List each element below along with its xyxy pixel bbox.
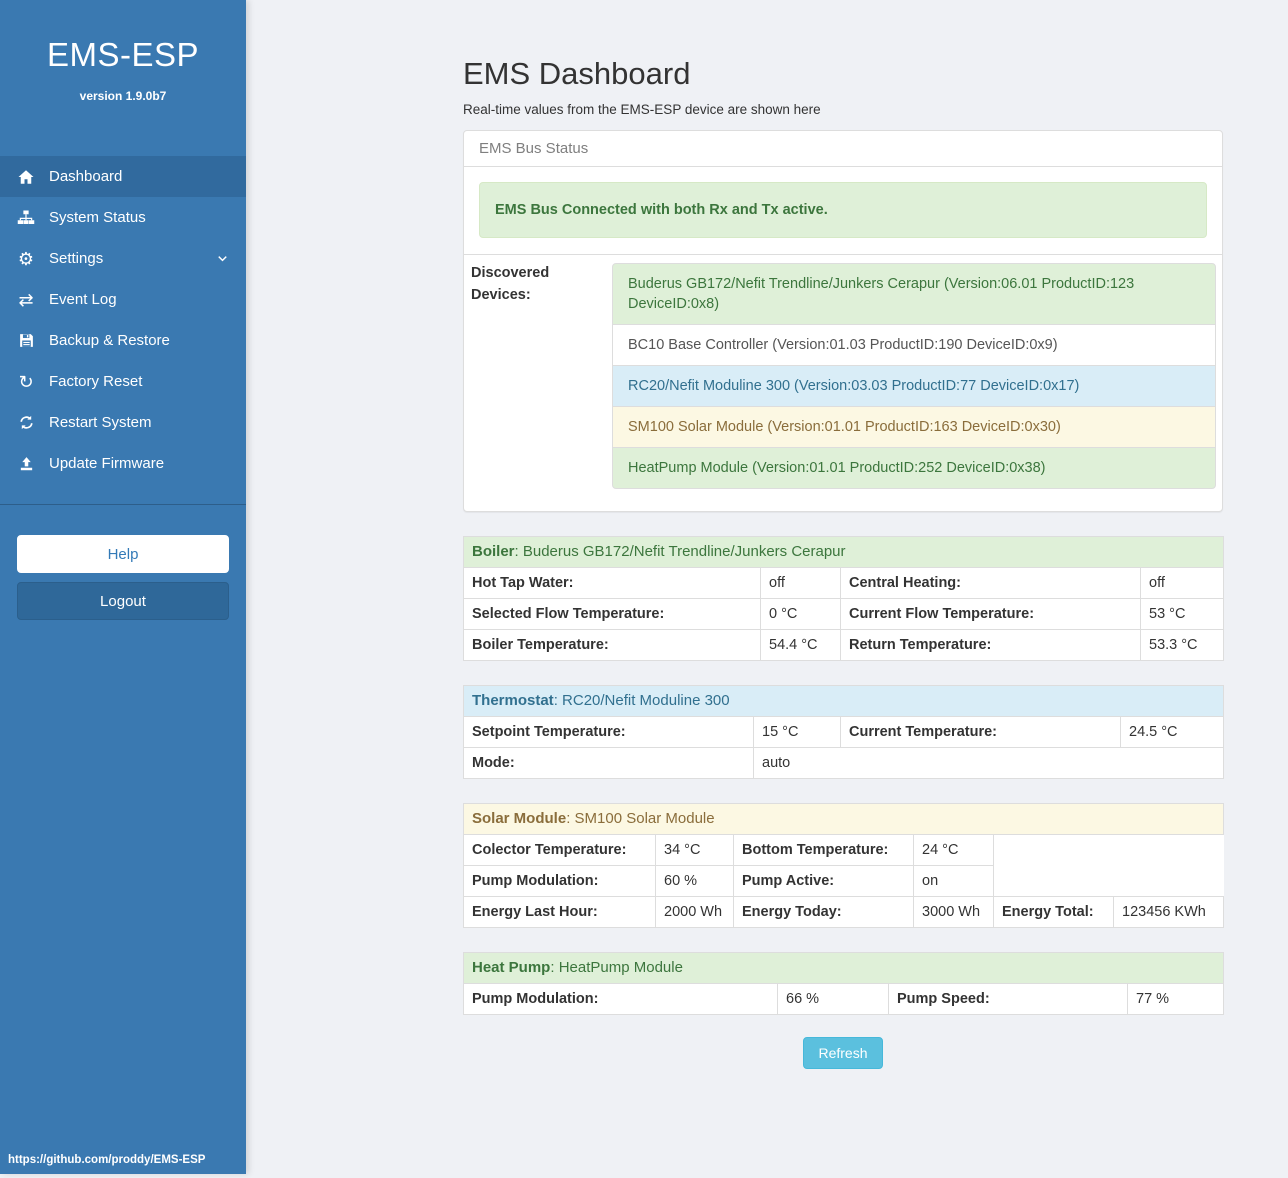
floppy-icon [13, 332, 39, 349]
field-label: Energy Total: [993, 896, 1114, 928]
exchange-icon: ⇄ [18, 289, 34, 310]
field-label: Pump Speed: [888, 983, 1128, 1015]
sidebar-item-label: Event Log [49, 291, 117, 308]
device-list: Buderus GB172/Nefit Trendline/Junkers Ce… [612, 263, 1216, 489]
field-value: 54.4 °C [760, 629, 841, 661]
field-label: Bottom Temperature: [733, 834, 914, 866]
field-value: off [760, 567, 841, 599]
bus-connected-alert: EMS Bus Connected with both Rx and Tx ac… [479, 182, 1207, 238]
sitemap-icon [13, 209, 39, 227]
app-version: version 1.9.0b7 [79, 89, 167, 103]
field-label: Setpoint Temperature: [463, 716, 754, 748]
chevron-down-icon [215, 251, 230, 270]
field-value: 3000 Wh [913, 896, 994, 928]
field-value: 2000 Wh [655, 896, 734, 928]
solar-module-table: Solar Module: SM100 Solar Module Colecto… [462, 803, 1225, 928]
boiler-table: Boiler: Buderus GB172/Nefit Trendline/Ju… [462, 536, 1225, 661]
field-value: 123456 KWh [1112, 896, 1225, 928]
field-value: auto [753, 747, 1224, 779]
field-label: Energy Last Hour: [463, 896, 656, 928]
sidebar: EMS-ESP version 1.9.0b7 Dashboard System… [0, 0, 246, 1174]
logout-button[interactable]: Logout [17, 582, 229, 620]
field-label: Energy Today: [733, 896, 914, 928]
boiler-header: Boiler: Buderus GB172/Nefit Trendline/Ju… [462, 536, 1225, 568]
ems-bus-status-panel: EMS Bus Status EMS Bus Connected with bo… [463, 130, 1223, 512]
sidebar-item-label: Backup & Restore [49, 332, 170, 349]
solar-header: Solar Module: SM100 Solar Module [462, 803, 1225, 835]
field-label: Pump Modulation: [463, 865, 656, 897]
heat-pump-table: Heat Pump: HeatPump Module Pump Modulati… [463, 952, 1224, 1015]
gear-icon: ⚙ [17, 248, 35, 269]
heat-pump-header: Heat Pump: HeatPump Module [463, 952, 1224, 984]
field-value: 77 % [1127, 983, 1224, 1015]
sidebar-item-system-status[interactable]: System Status [0, 197, 246, 238]
field-value: 66 % [777, 983, 889, 1015]
home-icon [13, 168, 39, 186]
field-value: on [913, 865, 994, 897]
sidebar-item-update-firmware[interactable]: Update Firmware [0, 443, 246, 484]
sidebar-item-backup-restore[interactable]: Backup & Restore [0, 320, 246, 361]
sidebar-item-label: System Status [49, 209, 146, 226]
thermostat-header: Thermostat: RC20/Nefit Moduline 300 [463, 685, 1224, 717]
sidebar-item-event-log[interactable]: ⇄ Event Log [0, 279, 246, 320]
github-url: https://github.com/proddy/EMS-ESP [8, 1154, 206, 1166]
sidebar-divider [0, 504, 246, 505]
device-list-item: HeatPump Module (Version:01.01 ProductID… [612, 447, 1216, 489]
page-subtitle: Real-time values from the EMS-ESP device… [463, 102, 821, 117]
sidebar-item-dashboard[interactable]: Dashboard [0, 156, 246, 197]
field-value: 34 °C [655, 834, 734, 866]
field-label: Return Temperature: [840, 629, 1141, 661]
field-value: off [1139, 567, 1225, 599]
field-value: 53.3 °C [1139, 629, 1225, 661]
discovered-devices-table: Discovered Devices: Buderus GB172/Nefit … [464, 254, 1222, 511]
field-value: 24 °C [913, 834, 994, 866]
sidebar-item-label: Factory Reset [49, 373, 143, 390]
device-list-item: Buderus GB172/Nefit Trendline/Junkers Ce… [612, 263, 1216, 325]
field-value: 0 °C [760, 598, 841, 630]
sidebar-item-label: Update Firmware [49, 455, 165, 472]
upload-icon [13, 455, 39, 472]
thermostat-table: Thermostat: RC20/Nefit Moduline 300 Setp… [463, 685, 1224, 779]
page-title: EMS Dashboard [463, 56, 691, 91]
field-label: Current Flow Temperature: [840, 598, 1141, 630]
sidebar-item-settings[interactable]: ⚙ Settings [0, 238, 246, 279]
field-label: Pump Active: [733, 865, 914, 897]
refresh-icon: ↻ [18, 371, 34, 392]
device-list-item: RC20/Nefit Moduline 300 (Version:03.03 P… [612, 365, 1216, 407]
field-value: 15 °C [753, 716, 841, 748]
field-value: 24.5 °C [1120, 716, 1224, 748]
brand: EMS-ESP version 1.9.0b7 [0, 0, 246, 103]
field-label: Selected Flow Temperature: [463, 598, 761, 630]
field-label: Central Heating: [840, 567, 1141, 599]
main-content: EMS Dashboard Real-time values from the … [462, 0, 1225, 1069]
sidebar-item-label: Dashboard [49, 168, 123, 185]
field-label: Colector Temperature: [463, 834, 656, 866]
field-label: Pump Modulation: [463, 983, 778, 1015]
sidebar-item-restart-system[interactable]: Restart System [0, 402, 246, 443]
panel-title: EMS Bus Status [464, 131, 1222, 167]
field-label: Hot Tap Water: [463, 567, 761, 599]
device-list-item: SM100 Solar Module (Version:01.01 Produc… [612, 406, 1216, 448]
discovered-devices-label: Discovered Devices: [471, 265, 550, 303]
sync-icon [13, 414, 39, 431]
help-button[interactable]: Help [17, 535, 229, 573]
device-list-item: BC10 Base Controller (Version:01.03 Prod… [612, 324, 1216, 366]
field-label: Current Temperature: [840, 716, 1121, 748]
field-label: Boiler Temperature: [463, 629, 761, 661]
app-title: EMS-ESP [46, 36, 200, 73]
sidebar-item-label: Restart System [49, 414, 152, 431]
sidebar-item-factory-reset[interactable]: ↻ Factory Reset [0, 361, 246, 402]
sidebar-nav: Dashboard System Status ⚙ Settings ⇄ [0, 156, 246, 484]
refresh-button[interactable]: Refresh [803, 1037, 883, 1069]
field-label: Mode: [463, 747, 754, 779]
field-value: 60 % [655, 865, 734, 897]
panel-body: EMS Bus Connected with both Rx and Tx ac… [464, 167, 1222, 254]
sidebar-item-label: Settings [49, 250, 104, 267]
field-value: 53 °C [1139, 598, 1225, 630]
